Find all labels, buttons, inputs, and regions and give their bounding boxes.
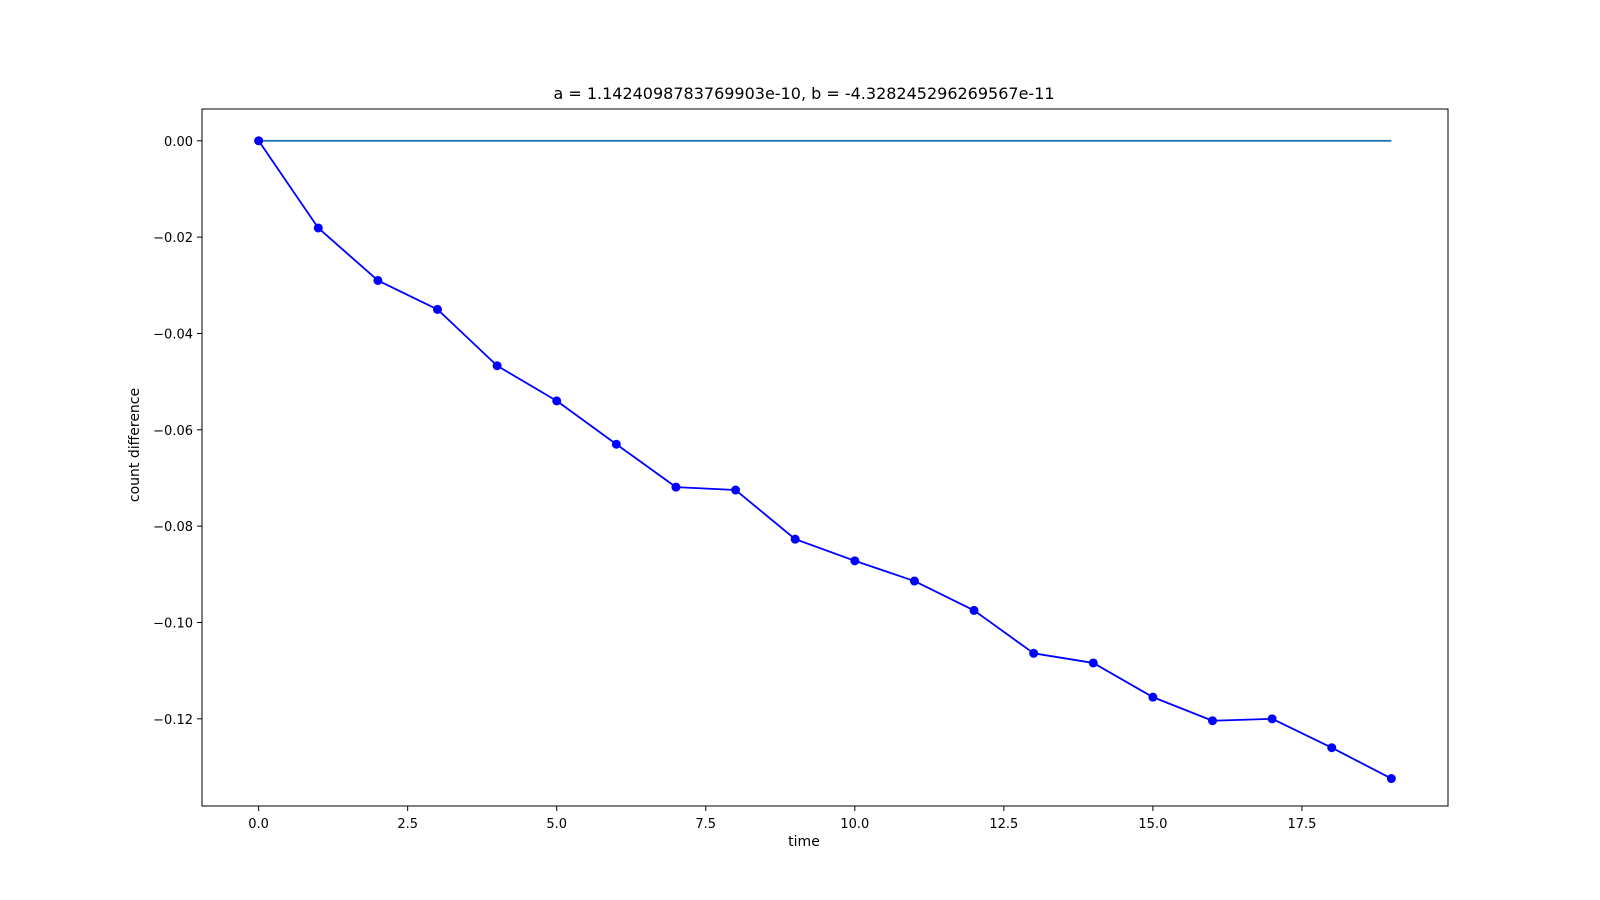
data-point — [1088, 658, 1098, 668]
data-point — [432, 304, 442, 314]
count-difference-line — [257, 140, 1392, 780]
plot-area — [201, 108, 1449, 807]
x-tick-label: 0.0 — [248, 817, 269, 832]
data-point — [969, 605, 979, 615]
data-point — [313, 223, 323, 233]
y-tick-label: −0.12 — [153, 713, 193, 728]
data-point — [671, 482, 681, 492]
y-tick-label: −0.08 — [153, 520, 193, 535]
x-tick-label: 12.5 — [989, 817, 1018, 832]
y-axis-label: count difference — [127, 388, 143, 502]
y-tick-label: −0.04 — [153, 327, 193, 342]
y-tick-label: −0.10 — [153, 616, 193, 631]
series-layer — [254, 136, 1396, 784]
data-point — [850, 556, 860, 566]
x-tick-label: 5.0 — [546, 817, 567, 832]
data-point — [492, 361, 502, 371]
y-tick-label: −0.02 — [153, 231, 193, 246]
x-tick-label: 17.5 — [1287, 817, 1316, 832]
chart-title: a = 1.1424098783769903e-10, b = -4.32824… — [553, 84, 1054, 103]
data-point — [611, 439, 621, 449]
data-point — [1148, 692, 1158, 702]
x-tick-label: 10.0 — [840, 817, 869, 832]
data-point — [1208, 716, 1218, 726]
data-point — [254, 136, 264, 146]
x-tick-label: 15.0 — [1138, 817, 1167, 832]
x-axis: 0.0 2.5 5.0 7.5 10.0 12.5 15.0 17.5 — [248, 806, 1316, 832]
x-tick-label: 7.5 — [695, 817, 716, 832]
data-point — [1029, 648, 1039, 658]
y-axis: 0.00 −0.02 −0.04 −0.06 −0.08 −0.10 −0.12 — [153, 135, 202, 728]
x-tick-label: 2.5 — [397, 817, 418, 832]
data-point — [790, 534, 800, 544]
data-point — [552, 396, 562, 406]
y-tick-label: 0.00 — [164, 135, 193, 150]
data-point — [1327, 743, 1337, 753]
data-point — [1386, 774, 1396, 784]
data-point — [731, 485, 741, 495]
data-point — [1267, 714, 1277, 724]
x-axis-label: time — [788, 834, 820, 850]
y-tick-label: −0.06 — [153, 424, 193, 439]
data-point — [909, 576, 919, 586]
data-point — [373, 275, 383, 285]
plot-frame — [201, 108, 1449, 807]
